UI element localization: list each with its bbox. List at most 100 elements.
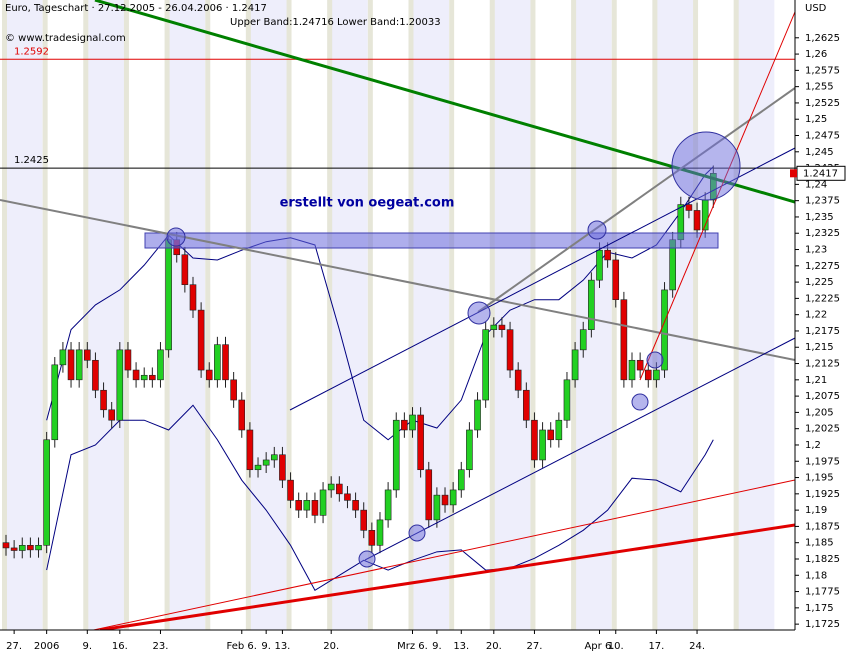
candle-body [506, 329, 514, 371]
x-tick-label: 9. [432, 641, 442, 652]
last-price-label: 1.2417 [803, 168, 838, 179]
week-stripe [530, 0, 572, 630]
week-stripe [205, 0, 246, 630]
week-stripe [611, 0, 617, 630]
y-tick-label: 1,1725 [805, 619, 840, 630]
y-tick-label: 1,225 [805, 277, 834, 288]
y-tick-label: 1,2575 [805, 65, 840, 76]
candle-body [157, 349, 164, 381]
candle-body [368, 530, 376, 546]
y-tick-label: 1,19 [805, 505, 827, 516]
trend-line [477, 87, 795, 313]
y-tick-label: 1,25 [805, 114, 827, 125]
candle-body [636, 359, 644, 371]
bollinger-band [46, 404, 714, 591]
week-stripe [123, 0, 165, 630]
y-tick-label: 1,2375 [805, 196, 840, 207]
candle-body [84, 349, 91, 361]
candle-body [344, 493, 351, 501]
week-stripe [205, 0, 211, 630]
candle-body [189, 284, 197, 311]
x-tick-label: 10. [608, 641, 624, 652]
week-stripe [652, 0, 658, 630]
week-stripe [652, 0, 694, 630]
candle-body [425, 469, 433, 521]
candle-body [417, 414, 424, 471]
marker-circle [671, 131, 741, 201]
y-tick-label: 1,2625 [805, 33, 840, 44]
trend-line [0, 199, 795, 361]
candle-body [531, 419, 538, 461]
candle-body [449, 489, 457, 506]
candle-body [222, 344, 229, 381]
week-stripe [449, 0, 455, 630]
marker-circle [467, 301, 491, 325]
week-stripe [367, 0, 373, 630]
y-tick-label: 1,1825 [805, 554, 840, 565]
candle-body [514, 369, 522, 391]
week-stripe [245, 0, 287, 630]
candle-body [547, 429, 555, 441]
candle-body [35, 545, 42, 551]
candle-body [246, 429, 254, 471]
y-tick-label: 1,1925 [805, 489, 840, 500]
candle-body [279, 454, 286, 481]
level-label: 1.2592 [14, 46, 49, 57]
candle-body [588, 279, 595, 330]
y-tick-label: 1,1875 [805, 521, 840, 532]
candle-body [27, 545, 34, 551]
y-tick-label: 1,195 [805, 473, 834, 484]
candle-body [571, 349, 579, 381]
candle-body [75, 349, 83, 381]
candle-body [466, 429, 473, 471]
week-stripe [530, 0, 536, 630]
chart-title: Euro, Tageschart · 27.12.2005 - 26.04.20… [5, 3, 267, 14]
y-tick-label: 1,2125 [805, 359, 840, 370]
candle-body [596, 249, 603, 281]
candle-body [303, 500, 311, 511]
trend-line [364, 337, 795, 561]
candle-body [474, 399, 481, 431]
x-tick-label: 23. [153, 641, 169, 652]
x-tick-label: 13. [274, 641, 290, 652]
candle-body [555, 419, 563, 441]
candle-body [10, 547, 18, 551]
candle-body [51, 364, 59, 441]
candle-body [67, 349, 75, 381]
candle-body [336, 483, 343, 495]
candle-body [59, 349, 67, 366]
candle-body [262, 459, 270, 466]
week-stripe [489, 0, 531, 630]
candle-body [685, 204, 693, 211]
candle-body [197, 309, 205, 371]
week-stripe [245, 0, 251, 630]
candle-body [132, 369, 140, 381]
x-tick-label: 16. [112, 641, 128, 652]
candle-body [43, 439, 50, 546]
candle-body [319, 489, 327, 516]
y-tick-label: 1,245 [805, 147, 834, 158]
x-tick-label: Feb 6. [227, 641, 257, 652]
marker-circle [408, 524, 426, 542]
x-tick-label: 20. [486, 641, 502, 652]
candle-body [140, 374, 148, 381]
x-tick-label: 27. [526, 641, 542, 652]
y-tick-label: 1,2525 [805, 98, 840, 109]
candle-body [653, 369, 660, 381]
markers [166, 131, 741, 568]
week-stripe [733, 0, 739, 630]
candle-body [360, 509, 368, 531]
candle-body [392, 419, 400, 491]
candle-body [214, 344, 221, 381]
candle-body [441, 494, 449, 506]
week-stripe [286, 0, 292, 630]
candle-body [18, 545, 26, 551]
candle-body [693, 210, 701, 231]
week-stripe [327, 0, 368, 630]
x-tick-label: Mrz 6. [397, 641, 428, 652]
candle-body [287, 479, 294, 501]
candle-body [149, 374, 156, 381]
candle-body [270, 454, 278, 461]
chart-subtitle: Upper Band:1.24716 Lower Band:1.20033 [230, 17, 441, 28]
